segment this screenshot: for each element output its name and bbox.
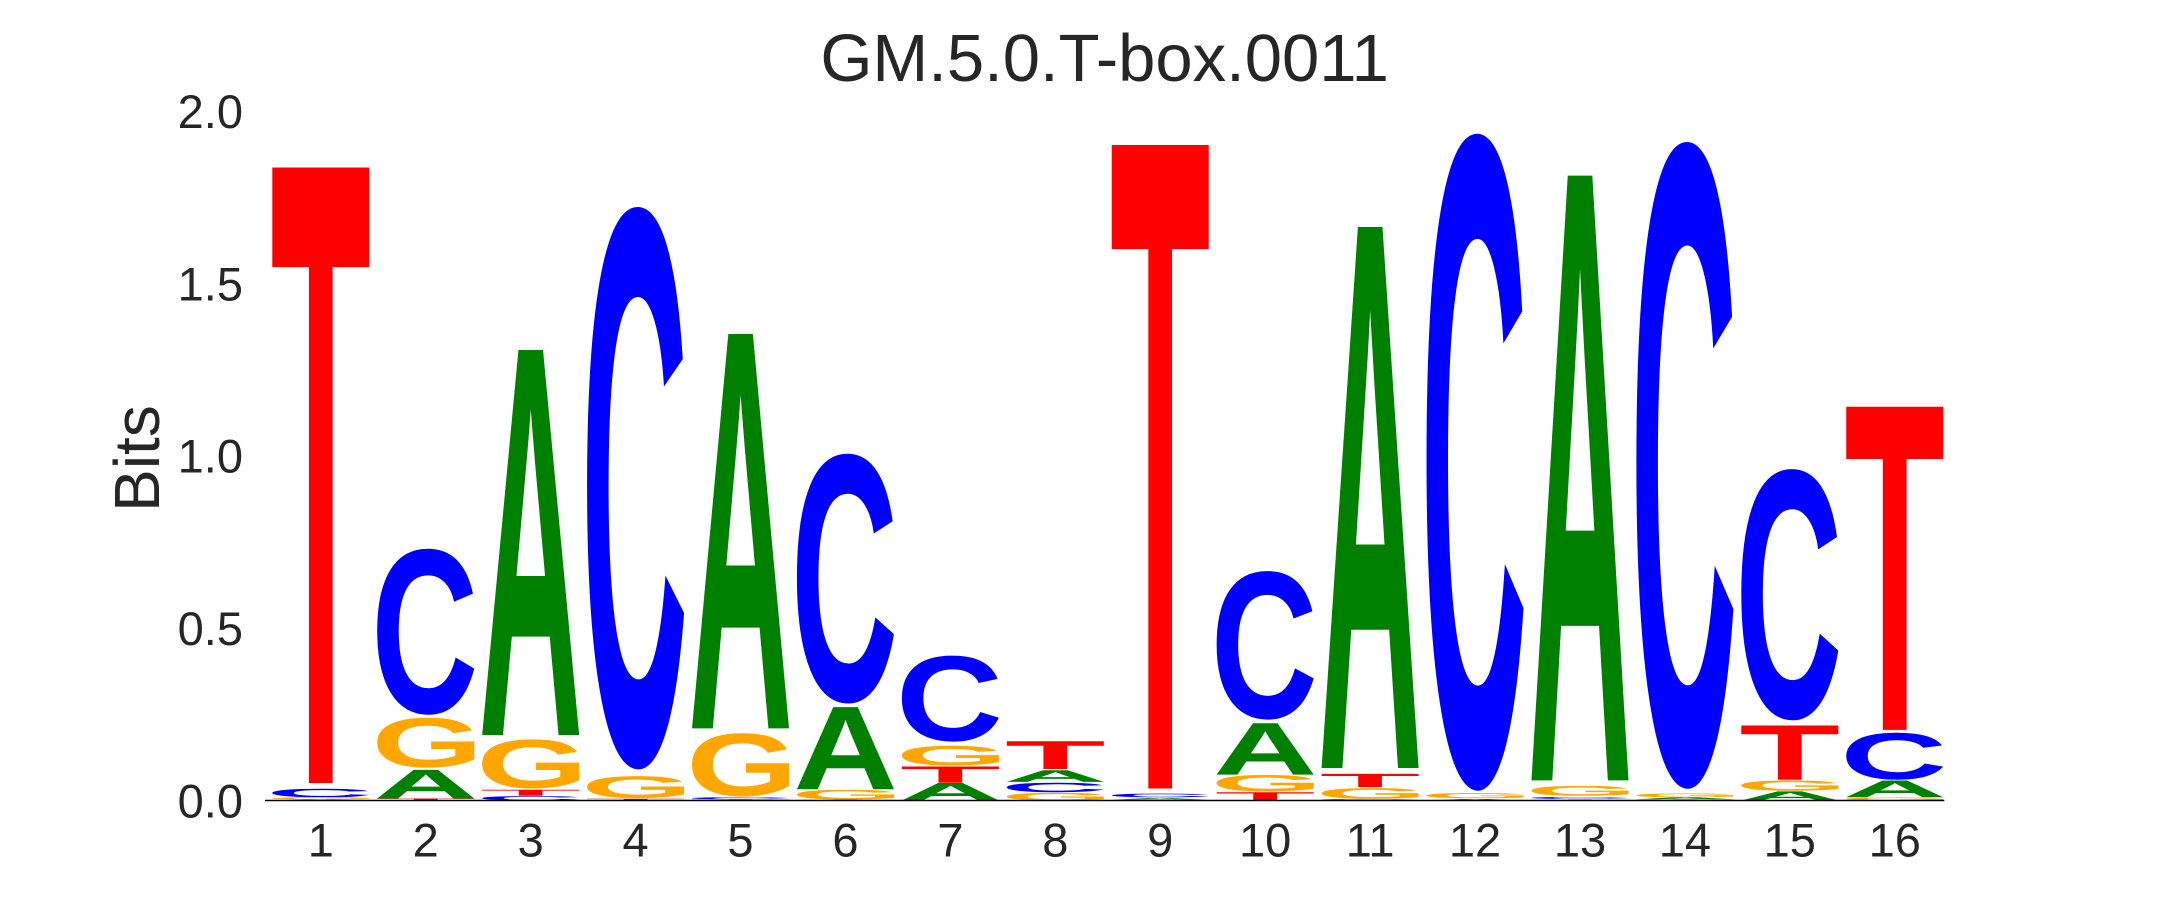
svg-text:0.5: 0.5	[178, 602, 243, 655]
svg-text:3: 3	[518, 814, 544, 867]
svg-text:7: 7	[937, 814, 963, 867]
svg-text:15: 15	[1764, 814, 1816, 867]
svg-text:4: 4	[623, 814, 649, 867]
svg-text:10: 10	[1239, 814, 1291, 867]
svg-text:1.5: 1.5	[178, 257, 243, 310]
svg-text:2: 2	[413, 814, 439, 867]
svg-text:GM.5.0.T-box.0011: GM.5.0.T-box.0011	[820, 21, 1389, 96]
svg-text:6: 6	[832, 814, 858, 867]
svg-text:5: 5	[727, 814, 753, 867]
svg-text:Bits: Bits	[101, 405, 173, 512]
svg-text:16: 16	[1869, 814, 1921, 867]
svg-text:1: 1	[308, 814, 334, 867]
svg-text:9: 9	[1147, 814, 1173, 867]
svg-text:2.0: 2.0	[178, 85, 243, 138]
svg-text:12: 12	[1449, 814, 1501, 867]
svg-text:13: 13	[1554, 814, 1606, 867]
svg-text:11: 11	[1346, 814, 1395, 867]
svg-text:8: 8	[1042, 814, 1068, 867]
svg-text:1.0: 1.0	[178, 430, 243, 483]
svg-text:0.0: 0.0	[178, 775, 243, 828]
svg-text:14: 14	[1659, 814, 1711, 867]
